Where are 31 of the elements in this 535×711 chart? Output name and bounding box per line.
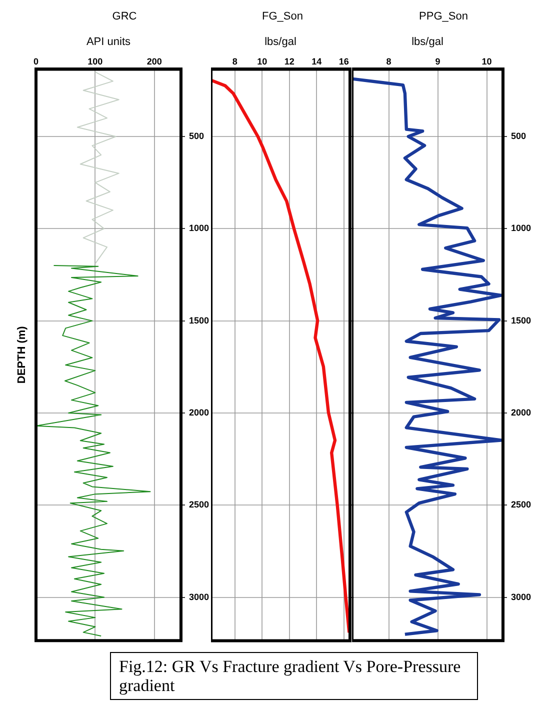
y-tick-label: 2500 — [510, 500, 532, 510]
y-tick-label: 2000 — [510, 407, 532, 418]
chart-title: GRC — [112, 10, 137, 23]
y-tick-label: 1000 — [188, 223, 210, 234]
y-tick-label: 1500 — [188, 315, 210, 326]
y-axis-title: DEPTH (m) — [16, 326, 28, 384]
y-tick-label: 3000 — [510, 592, 532, 602]
x-tick-label: 12 — [284, 56, 294, 66]
x-axis-title: API units — [86, 36, 131, 48]
x-tick-label: 9 — [435, 56, 440, 66]
y-tick-label: 500 — [188, 130, 204, 141]
x-tick-label: 10 — [482, 56, 492, 66]
x-tick-label: 0 — [33, 56, 39, 66]
y-tick-label: 3000 — [188, 592, 210, 602]
x-tick-label: 8 — [232, 56, 238, 66]
x-tick-label: 200 — [146, 56, 162, 66]
y-tick-label: 1500 — [510, 315, 532, 326]
x-axis-title: lbs/gal — [412, 36, 444, 48]
chart-title: FG_Son — [262, 10, 303, 23]
y-tick-label: 1000 — [510, 223, 532, 234]
chart-title: PPG_Son — [419, 10, 468, 23]
x-tick-label: 8 — [386, 56, 392, 66]
caption: Fig.12: GR Vs Fracture gradient Vs Pore-Pressure gradient — [110, 652, 478, 700]
y-tick-label: 2500 — [188, 500, 210, 510]
x-axis-title: lbs/gal — [264, 36, 296, 48]
y-tick-label: 2000 — [188, 407, 210, 418]
x-tick-label: 16 — [338, 56, 349, 66]
x-tick-label: 14 — [312, 56, 322, 66]
y-tick-label: 500 — [510, 130, 526, 141]
x-tick-label: 10 — [257, 56, 268, 66]
x-tick-label: 100 — [88, 56, 103, 66]
